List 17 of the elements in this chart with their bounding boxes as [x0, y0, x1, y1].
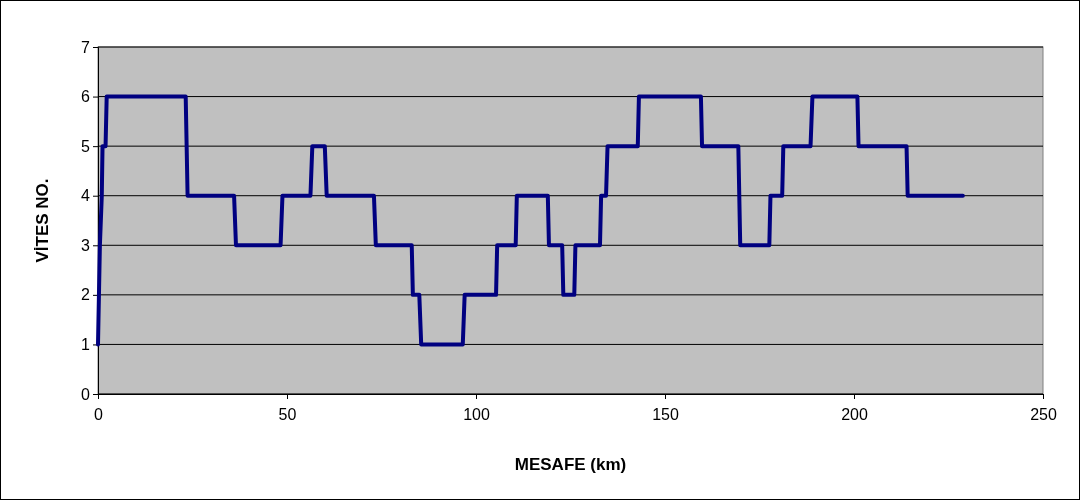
x-tick-label: 50	[278, 405, 297, 423]
y-axis-title: VİTES NO.	[33, 178, 52, 263]
y-tick-label: 2	[81, 286, 91, 304]
y-tick-label: 1	[81, 336, 91, 354]
line-series	[96, 94, 965, 347]
x-tick-label: 0	[94, 405, 104, 423]
y-tick-label: 4	[81, 187, 91, 205]
y-tick-label: 5	[81, 137, 91, 155]
x-tick-label: 250	[1030, 405, 1057, 423]
y-tick-label: 7	[81, 38, 91, 56]
y-tick-label: 0	[81, 385, 91, 403]
x-axis-title: MESAFE (km)	[514, 455, 627, 474]
y-tick-label: 6	[81, 88, 91, 106]
x-tick-label: 100	[463, 405, 490, 423]
y-tick-label: 3	[81, 236, 91, 254]
x-tick-label: 150	[652, 405, 679, 423]
x-tick-label: 200	[841, 405, 868, 423]
